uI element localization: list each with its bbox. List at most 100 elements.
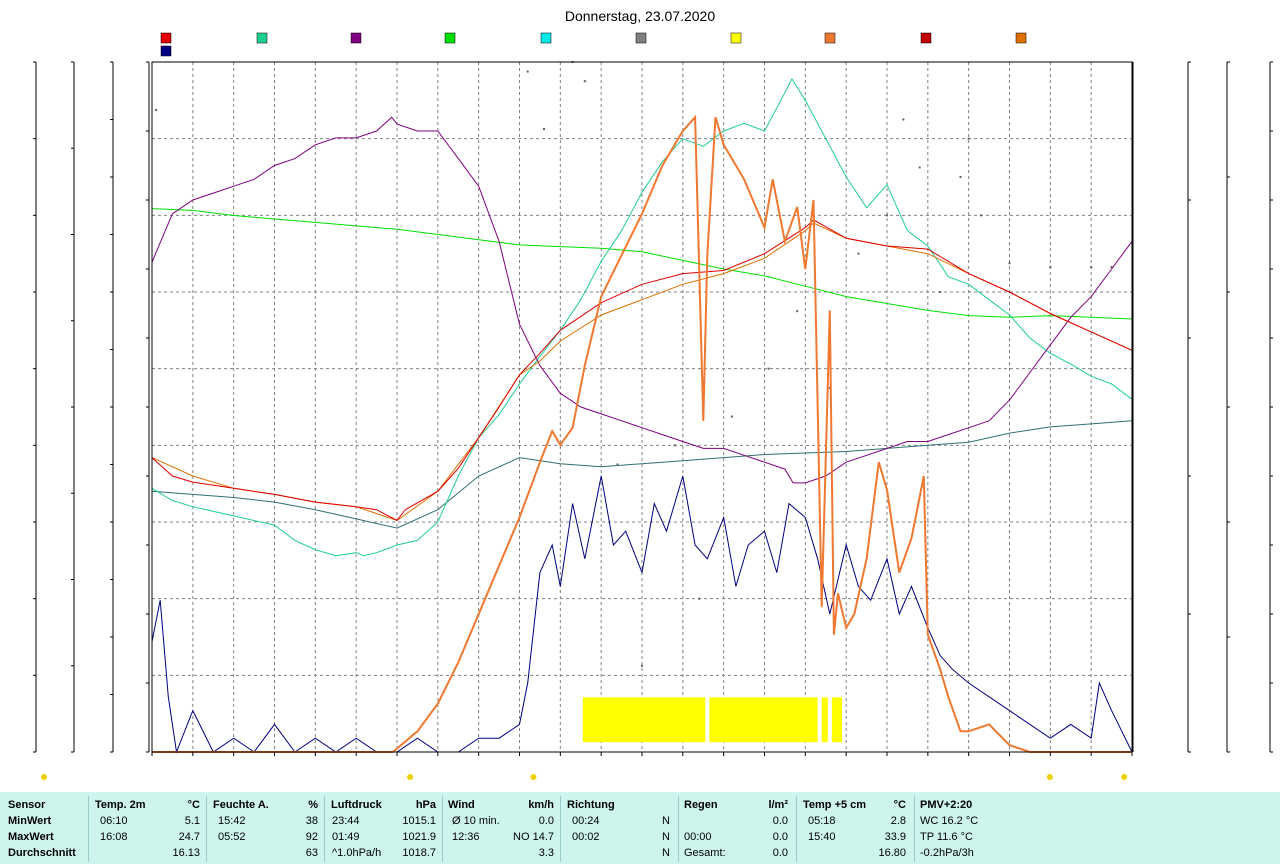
summary-cell: N — [662, 815, 670, 827]
direction-point — [583, 80, 586, 83]
summary-cell: MinWert — [8, 815, 52, 827]
summary-cell: 00:24 — [572, 815, 600, 827]
legend-swatch — [540, 32, 552, 44]
direction-point — [1110, 266, 1113, 269]
summary-cell: 05:18 — [808, 815, 836, 827]
summary-cell: 0.0 — [538, 815, 554, 827]
summary-cell: Richtung — [567, 799, 615, 811]
summary-separator — [796, 796, 797, 862]
summary-cell: % — [308, 799, 318, 811]
summary-cell: 06:10 — [100, 815, 128, 827]
summary-cell: km/h — [528, 799, 554, 811]
summary-cell: 0.0 — [772, 831, 788, 843]
summary-cell: °C — [187, 799, 200, 811]
series-line — [151, 77, 1133, 557]
time-markers — [41, 774, 1128, 780]
direction-point — [641, 664, 643, 667]
direction-point — [902, 118, 905, 121]
summary-cell: Sensor — [8, 799, 46, 811]
series-line — [151, 420, 1133, 529]
legend-swatch — [1015, 32, 1027, 44]
legend-swatch — [256, 32, 268, 44]
weather-chart: Donnerstag, 23.07.2020 — [0, 0, 1280, 792]
summary-cell: Wind — [448, 799, 475, 811]
summary-cell: 3.3 — [538, 847, 554, 859]
summary-cell: Gesamt: — [684, 847, 726, 859]
summary-cell: 15:40 — [808, 831, 836, 843]
summary-cell: hPa — [415, 799, 436, 811]
direction-point — [796, 310, 799, 313]
summary-cell: 05:52 — [218, 831, 246, 843]
summary-cell: Feuchte A. — [213, 799, 269, 811]
series-line — [151, 116, 1133, 484]
summary-cell: ^1.0hPa/h — [332, 847, 382, 859]
summary-cell: Regen — [684, 799, 718, 811]
summary-separator — [914, 796, 915, 862]
legend-swatch — [160, 32, 172, 44]
direction-point — [543, 128, 545, 131]
sunshine-bars — [582, 697, 843, 743]
summary-cell: 16.80 — [878, 847, 906, 859]
summary-cell: Temp +5 cm — [803, 799, 867, 811]
direction-point — [967, 137, 970, 140]
summary-separator — [678, 796, 679, 862]
summary-cell: 01:49 — [332, 831, 360, 843]
summary-cell: Luftdruck — [331, 799, 382, 811]
summary-separator — [560, 796, 561, 862]
legend-swatch — [920, 32, 932, 44]
sunshine-block — [709, 697, 818, 743]
axes — [33, 61, 1273, 753]
legend-swatch — [160, 45, 172, 57]
summary-panel: Sensor Temp. 2m °C Feuchte A.% Luftdruck hPa W… — [0, 792, 1280, 864]
direction-point — [886, 214, 888, 217]
summary-cell: Durchschnitt — [8, 847, 76, 859]
summary-cell: Ø 10 min. — [452, 815, 500, 827]
summary-cell: 0.0 — [772, 815, 788, 827]
direction-point — [1090, 266, 1093, 269]
summary-cell: 1018.7 — [402, 847, 436, 859]
x-axis-ticks — [151, 752, 1133, 756]
direction-point — [1049, 266, 1052, 269]
summary-cell: l/m² — [768, 799, 788, 811]
direction-point — [857, 252, 860, 255]
direction-point — [616, 463, 619, 466]
summary-cell: 23:44 — [332, 815, 360, 827]
direction-point — [730, 415, 733, 418]
direction-point — [918, 166, 921, 169]
summary-cell: 12:36 — [452, 831, 480, 843]
summary-separator — [324, 796, 325, 862]
chart-title: Donnerstag, 23.07.2020 — [565, 8, 715, 24]
summary-cell: 92 — [305, 831, 318, 843]
summary-cell: 1021.9 — [402, 831, 436, 843]
series-line — [151, 219, 1133, 522]
summary-cell: 63 — [305, 847, 318, 859]
sun-marker-icon — [41, 774, 47, 780]
direction-point — [767, 367, 770, 370]
summary-cell: PMV+2:20 — [920, 799, 973, 811]
series-line — [151, 475, 1133, 754]
summary-separator — [88, 796, 89, 862]
summary-cell: WC 16.2 °C — [920, 815, 979, 827]
series-line — [151, 208, 1133, 320]
sunshine-block — [821, 697, 828, 743]
summary-cell: 24.7 — [178, 831, 200, 843]
direction-point — [155, 108, 158, 111]
summary-cell: 00:00 — [684, 831, 712, 843]
direction-point — [1008, 262, 1011, 265]
summary-cell: 38 — [305, 815, 318, 827]
summary-cell: NO 14.7 — [513, 831, 554, 843]
summary-cell: Temp. 2m — [95, 799, 146, 811]
summary-cell: N — [662, 831, 670, 843]
summary-separator — [442, 796, 443, 862]
summary-cell: 15:42 — [218, 815, 246, 827]
sunshine-block — [582, 697, 706, 743]
legend — [160, 32, 1027, 57]
grid — [152, 62, 1132, 752]
legend-swatch — [350, 32, 362, 44]
summary-cell: 0.0 — [772, 847, 788, 859]
series-lines — [151, 77, 1133, 754]
sun-marker-icon — [407, 774, 414, 780]
summary-separator — [206, 796, 207, 862]
chart-background — [0, 0, 1280, 792]
summary-cell: N — [662, 847, 670, 859]
